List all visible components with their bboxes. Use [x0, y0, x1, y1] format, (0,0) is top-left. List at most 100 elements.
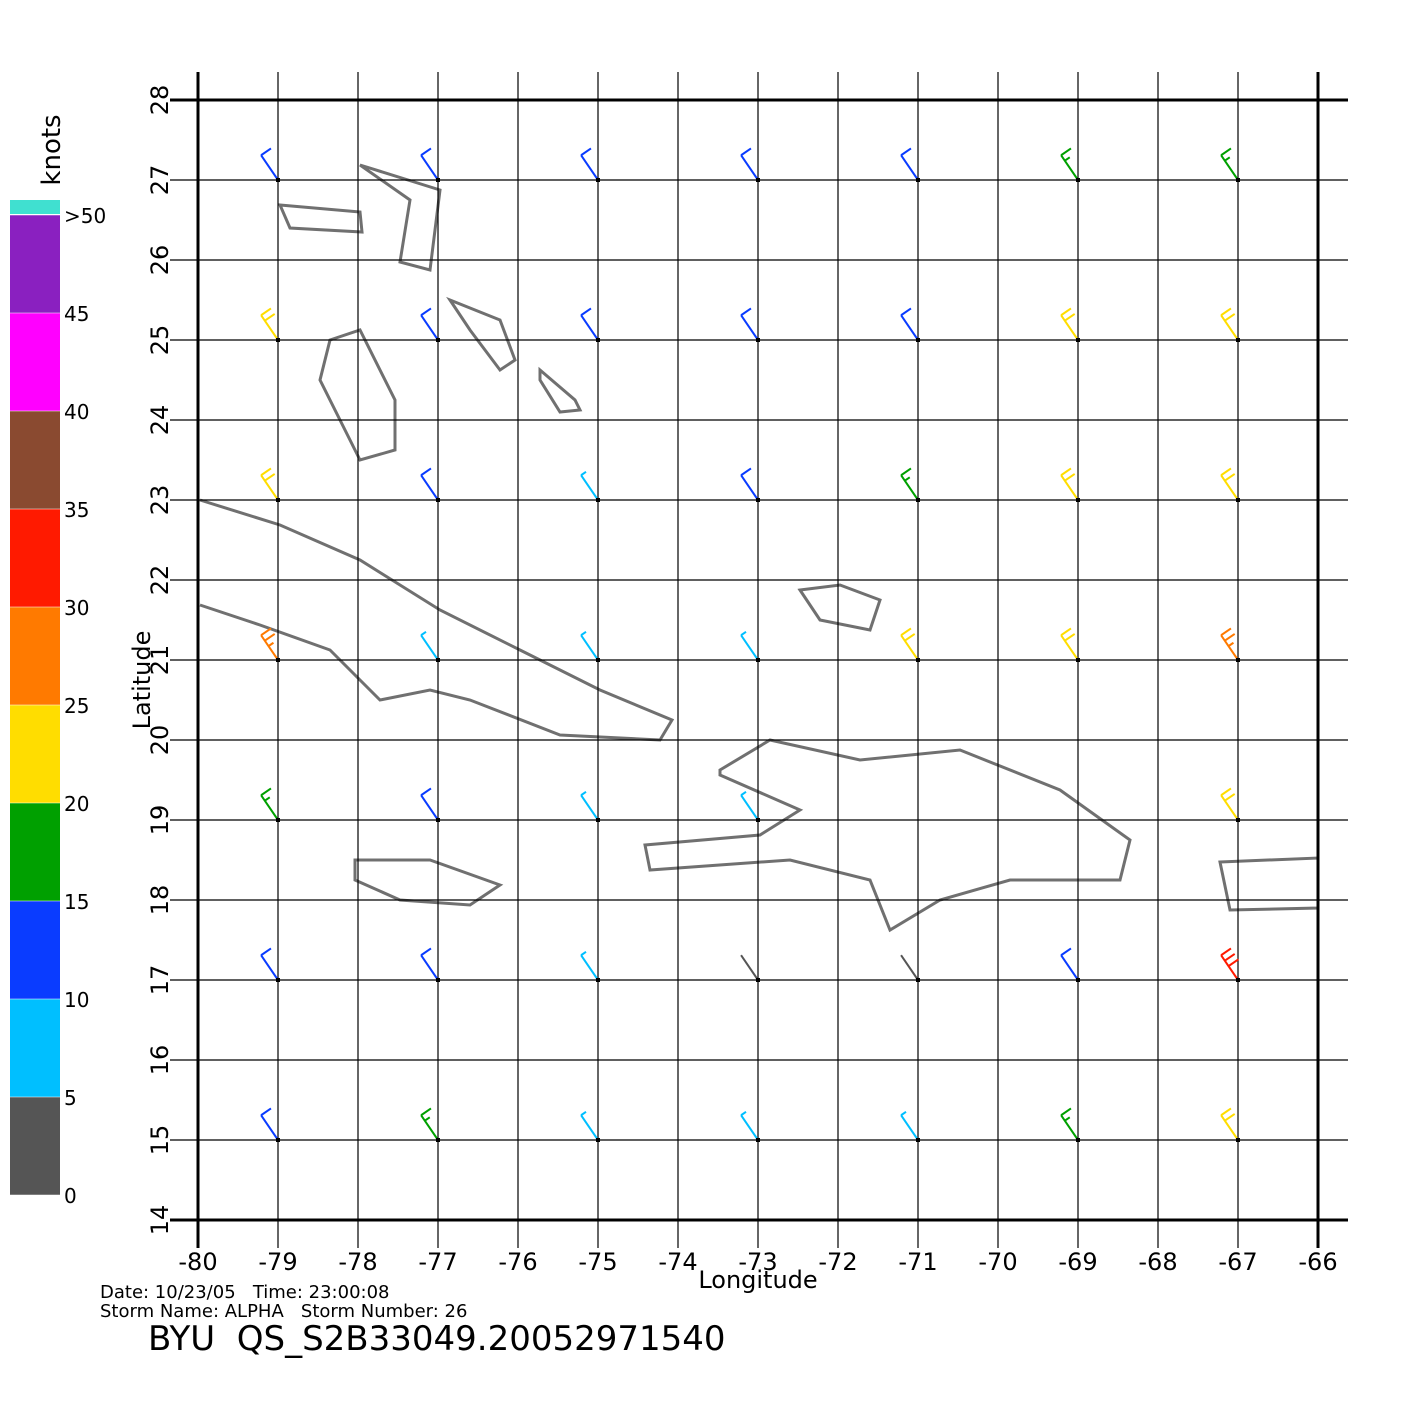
barb-dot [276, 1138, 280, 1142]
barb-dot [1076, 338, 1080, 342]
andros [318, 328, 397, 462]
barb-dot [596, 1138, 600, 1142]
turks-caicos [797, 583, 882, 632]
y-tick-label: 16 [146, 1045, 174, 1076]
barb-dot [916, 178, 920, 182]
wind-barb [740, 791, 759, 821]
colorbar-segment [10, 215, 60, 313]
wind-barb [580, 791, 599, 821]
date-line: Date: 10/23/05 Time: 23:00:08 [100, 1282, 390, 1303]
barb-dot [436, 498, 440, 502]
wind-barb [580, 1111, 599, 1141]
wind-barb [580, 147, 599, 181]
wind-barb [1220, 307, 1239, 341]
plot: -80 -79 -78 -77 -76 -75 -74 -73 -72 -71 -70 -69 -68 -… [10, 72, 1348, 1276]
wind-barb [740, 954, 759, 981]
abaco [359, 163, 442, 272]
wind-barb [420, 147, 439, 181]
wind-barb [1220, 1107, 1239, 1141]
wind-barb [900, 954, 919, 981]
wind-barb [580, 631, 599, 661]
jamaica [353, 858, 504, 907]
wind-barb [420, 631, 439, 661]
wind-barb [260, 627, 279, 661]
barb-dot [756, 178, 760, 182]
wind-barb [420, 787, 439, 821]
grand-bahama [277, 203, 364, 234]
barb-dot [436, 658, 440, 662]
barb-dot [916, 338, 920, 342]
cuba [199, 498, 675, 742]
x-tick-label: -75 [578, 1248, 617, 1276]
y-tick-label: 26 [146, 245, 174, 276]
barb-dot [276, 978, 280, 982]
colorbar-label: 20 [64, 792, 89, 816]
y-tick-label: 27 [146, 165, 174, 196]
x-tick-label: -66 [1298, 1248, 1337, 1276]
wind-barb [260, 787, 279, 821]
wind-barb [740, 631, 759, 661]
y-tick-label: 20 [146, 725, 174, 756]
y-tick-label: 14 [146, 1205, 174, 1236]
barb-dot [756, 658, 760, 662]
wind-barb [900, 1111, 919, 1141]
barb-dot [756, 978, 760, 982]
barb-dot [756, 818, 760, 822]
barb-dot [1076, 178, 1080, 182]
wind-barb [1060, 307, 1079, 341]
y-axis-label: Latitude [128, 631, 156, 730]
puerto-rico [1218, 856, 1320, 912]
colorbar-segment [10, 901, 60, 999]
wind-barb [1060, 1107, 1079, 1141]
barb-dot [756, 498, 760, 502]
hispaniola [643, 738, 1132, 933]
colorbar-label: 35 [64, 498, 89, 522]
wind-barb [580, 471, 599, 501]
barb-dot [1076, 658, 1080, 662]
barb-dot [596, 498, 600, 502]
barb-dot [276, 338, 280, 342]
colorbar-cap [10, 200, 60, 214]
barb-dot [1236, 818, 1240, 822]
barb-dot [436, 338, 440, 342]
colorbar-label: 40 [64, 400, 89, 424]
wind-barb [1220, 627, 1239, 661]
wind-barb [900, 627, 919, 661]
y-tick-label: 22 [146, 565, 174, 596]
barb-dot [1236, 978, 1240, 982]
barb-dot [916, 1138, 920, 1142]
colorbar-label: 30 [64, 596, 89, 620]
y-tick-label: 25 [146, 325, 174, 356]
wind-barb [1220, 947, 1239, 981]
x-tick-label: -76 [498, 1248, 537, 1276]
y-tick-label: 15 [146, 1125, 174, 1156]
barb-dot [916, 498, 920, 502]
wind-barb [900, 307, 919, 341]
barb-dot [1236, 338, 1240, 342]
x-axis-label: Longitude [698, 1266, 817, 1294]
long-island [538, 366, 583, 414]
barb-dot [1076, 498, 1080, 502]
wind-barb [580, 951, 599, 981]
wind-barb [420, 467, 439, 501]
y-tick-label: 21 [146, 645, 174, 676]
wind-barb [1220, 787, 1239, 821]
colorbar-segment [10, 313, 60, 411]
y-tick-label: 24 [146, 405, 174, 436]
barb-dot [596, 178, 600, 182]
colorbar-segment [10, 803, 60, 901]
wind-barb [260, 1107, 279, 1141]
colorbar-segment [10, 705, 60, 803]
wind-barb [740, 307, 759, 341]
coastlines [199, 163, 1320, 933]
colorbar-segment [10, 607, 60, 705]
x-tick-label: -71 [898, 1248, 937, 1276]
x-tick-label: -79 [258, 1248, 297, 1276]
barb-dot [916, 978, 920, 982]
barb-dot [276, 498, 280, 502]
barb-dot [276, 818, 280, 822]
barb-dot [596, 978, 600, 982]
y-tick-label: 19 [146, 805, 174, 836]
wind-barb [1060, 147, 1079, 181]
